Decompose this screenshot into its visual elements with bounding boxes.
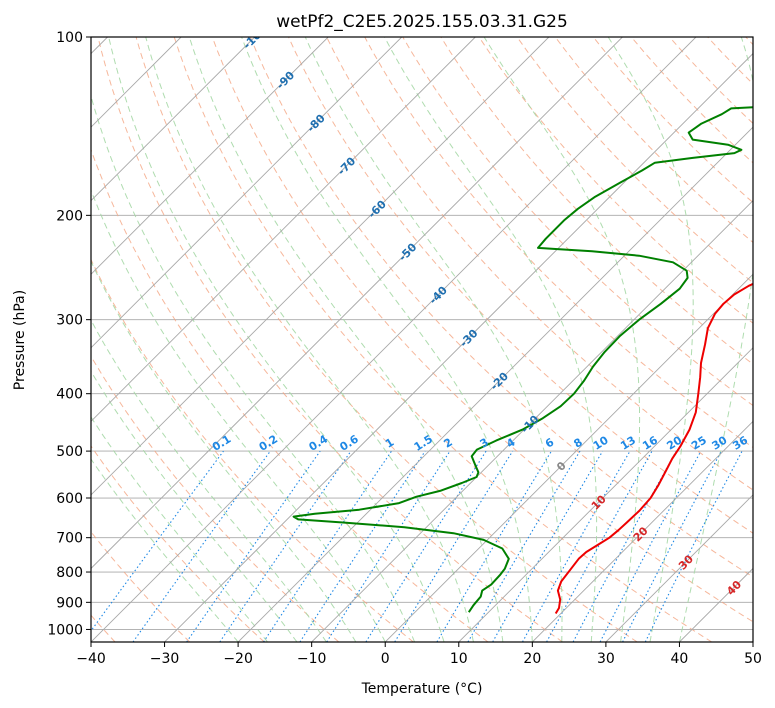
dry-adiabat-line	[326, 37, 753, 491]
mixing-ratio-line	[546, 450, 653, 642]
dry-adiabat-line	[440, 37, 753, 365]
profile-series	[292, 106, 753, 615]
moist-adiabat-line	[91, 370, 298, 642]
isotherm-line	[91, 37, 329, 275]
plot-frame	[90, 36, 754, 643]
dry-adiabat-line	[91, 355, 340, 642]
isotherm-line	[605, 494, 753, 642]
pressure-grid	[91, 37, 753, 630]
dry-adiabat-line	[135, 37, 638, 642]
isotherm-line	[532, 420, 753, 642]
isotherm-line	[311, 200, 753, 642]
mixing-ratio-line	[644, 450, 743, 642]
x-tick-label: 0	[381, 651, 390, 667]
y-tick-label: 400	[56, 387, 83, 403]
x-tick-label: 10	[450, 651, 468, 667]
moist-adiabat-line	[91, 319, 327, 642]
mixing-ratio-line	[326, 450, 451, 642]
moist-adiabat-line	[145, 37, 474, 642]
moist-adiabat-line	[678, 37, 753, 642]
y-tick-label: 200	[56, 208, 83, 224]
y-axis-label: Pressure (hPa)	[12, 290, 28, 390]
isotherm-line	[91, 37, 255, 202]
moist-adiabat-line	[91, 260, 357, 642]
x-tick-label: −40	[76, 651, 106, 667]
x-tick-label: 40	[671, 651, 689, 667]
mixing-ratio-line	[263, 450, 392, 642]
y-tick-label: 700	[56, 531, 83, 547]
dry-adiabat-line	[173, 37, 713, 642]
dry-adiabat-line	[478, 37, 753, 324]
dry-adiabat-line	[97, 37, 563, 642]
isotherm-line	[91, 37, 623, 570]
isotherm-line	[91, 37, 476, 422]
isotherm-line	[458, 347, 753, 642]
moist-adiabat-line	[188, 37, 504, 642]
skewed-isotherms	[91, 37, 753, 642]
moist-adiabat-line	[483, 37, 641, 642]
y-tick-label: 1000	[47, 622, 83, 638]
mixing-ratio-line	[91, 450, 224, 632]
y-tick-label: 100	[56, 30, 83, 46]
x-tick-label: −30	[150, 651, 180, 667]
moist-adiabat-line	[108, 37, 445, 642]
moist-adiabats	[91, 37, 753, 642]
mixing-ratio-line	[132, 450, 271, 642]
moist-adiabat-line	[607, 37, 694, 642]
dry-adiabat-line	[91, 258, 414, 642]
x-tick-label: 20	[523, 651, 541, 667]
moist-adiabat-line	[241, 37, 533, 642]
dewpoint-profile-line	[292, 106, 753, 613]
mixing-ratio-line	[186, 450, 321, 642]
moist-adiabat-line	[91, 188, 386, 642]
moist-adiabat-line	[91, 458, 239, 642]
x-tick-label: −20	[223, 651, 253, 667]
isotherm-line	[91, 37, 697, 642]
x-axis-label: Temperature (°C)	[361, 681, 483, 697]
mixing-ratio-line	[394, 450, 514, 642]
y-tick-label: 900	[56, 595, 83, 611]
mixing-ratio-line	[299, 450, 426, 642]
y-tick-label: 600	[56, 491, 83, 507]
isotherm-line	[237, 126, 753, 642]
isotherm-line	[91, 37, 550, 496]
moist-adiabat-line	[91, 416, 268, 642]
plot-area: -100-90-80-70-60-50-40-30-20-10010203040…	[91, 37, 753, 642]
mixing-ratio-line	[522, 450, 631, 642]
mixing-ratio-line	[572, 450, 677, 642]
isotherm-line	[91, 37, 403, 349]
moist-adiabat-line	[304, 37, 563, 642]
y-tick-label: 800	[56, 565, 83, 581]
dry-adiabat-line	[287, 37, 753, 534]
dry-adiabat-line	[211, 37, 753, 623]
mixing-ratio-lines	[91, 450, 743, 642]
chart-title: wetPf2_C2E5.2025.155.03.31.G25	[276, 12, 568, 32]
y-axis: 100 200 300 400 500 600 700 800 900 1000	[47, 30, 91, 638]
dry-adiabat-line	[249, 37, 753, 578]
x-tick-label: 30	[597, 651, 615, 667]
dry-adiabat-line	[91, 445, 265, 642]
dry-adiabat-line	[516, 37, 753, 284]
x-tick-label: 50	[744, 651, 762, 667]
y-tick-label: 300	[56, 313, 83, 329]
temperature-profile-line	[554, 282, 753, 615]
mixing-ratio-line	[219, 450, 352, 642]
x-tick-label: −10	[297, 651, 327, 667]
x-axis: −40 −30 −20 −10 0 10 20 30 40 50	[76, 642, 762, 667]
y-tick-label: 500	[56, 444, 83, 460]
dry-adiabats	[91, 37, 753, 642]
moist-adiabat-line	[384, 37, 598, 642]
isotherm-line	[164, 52, 753, 642]
